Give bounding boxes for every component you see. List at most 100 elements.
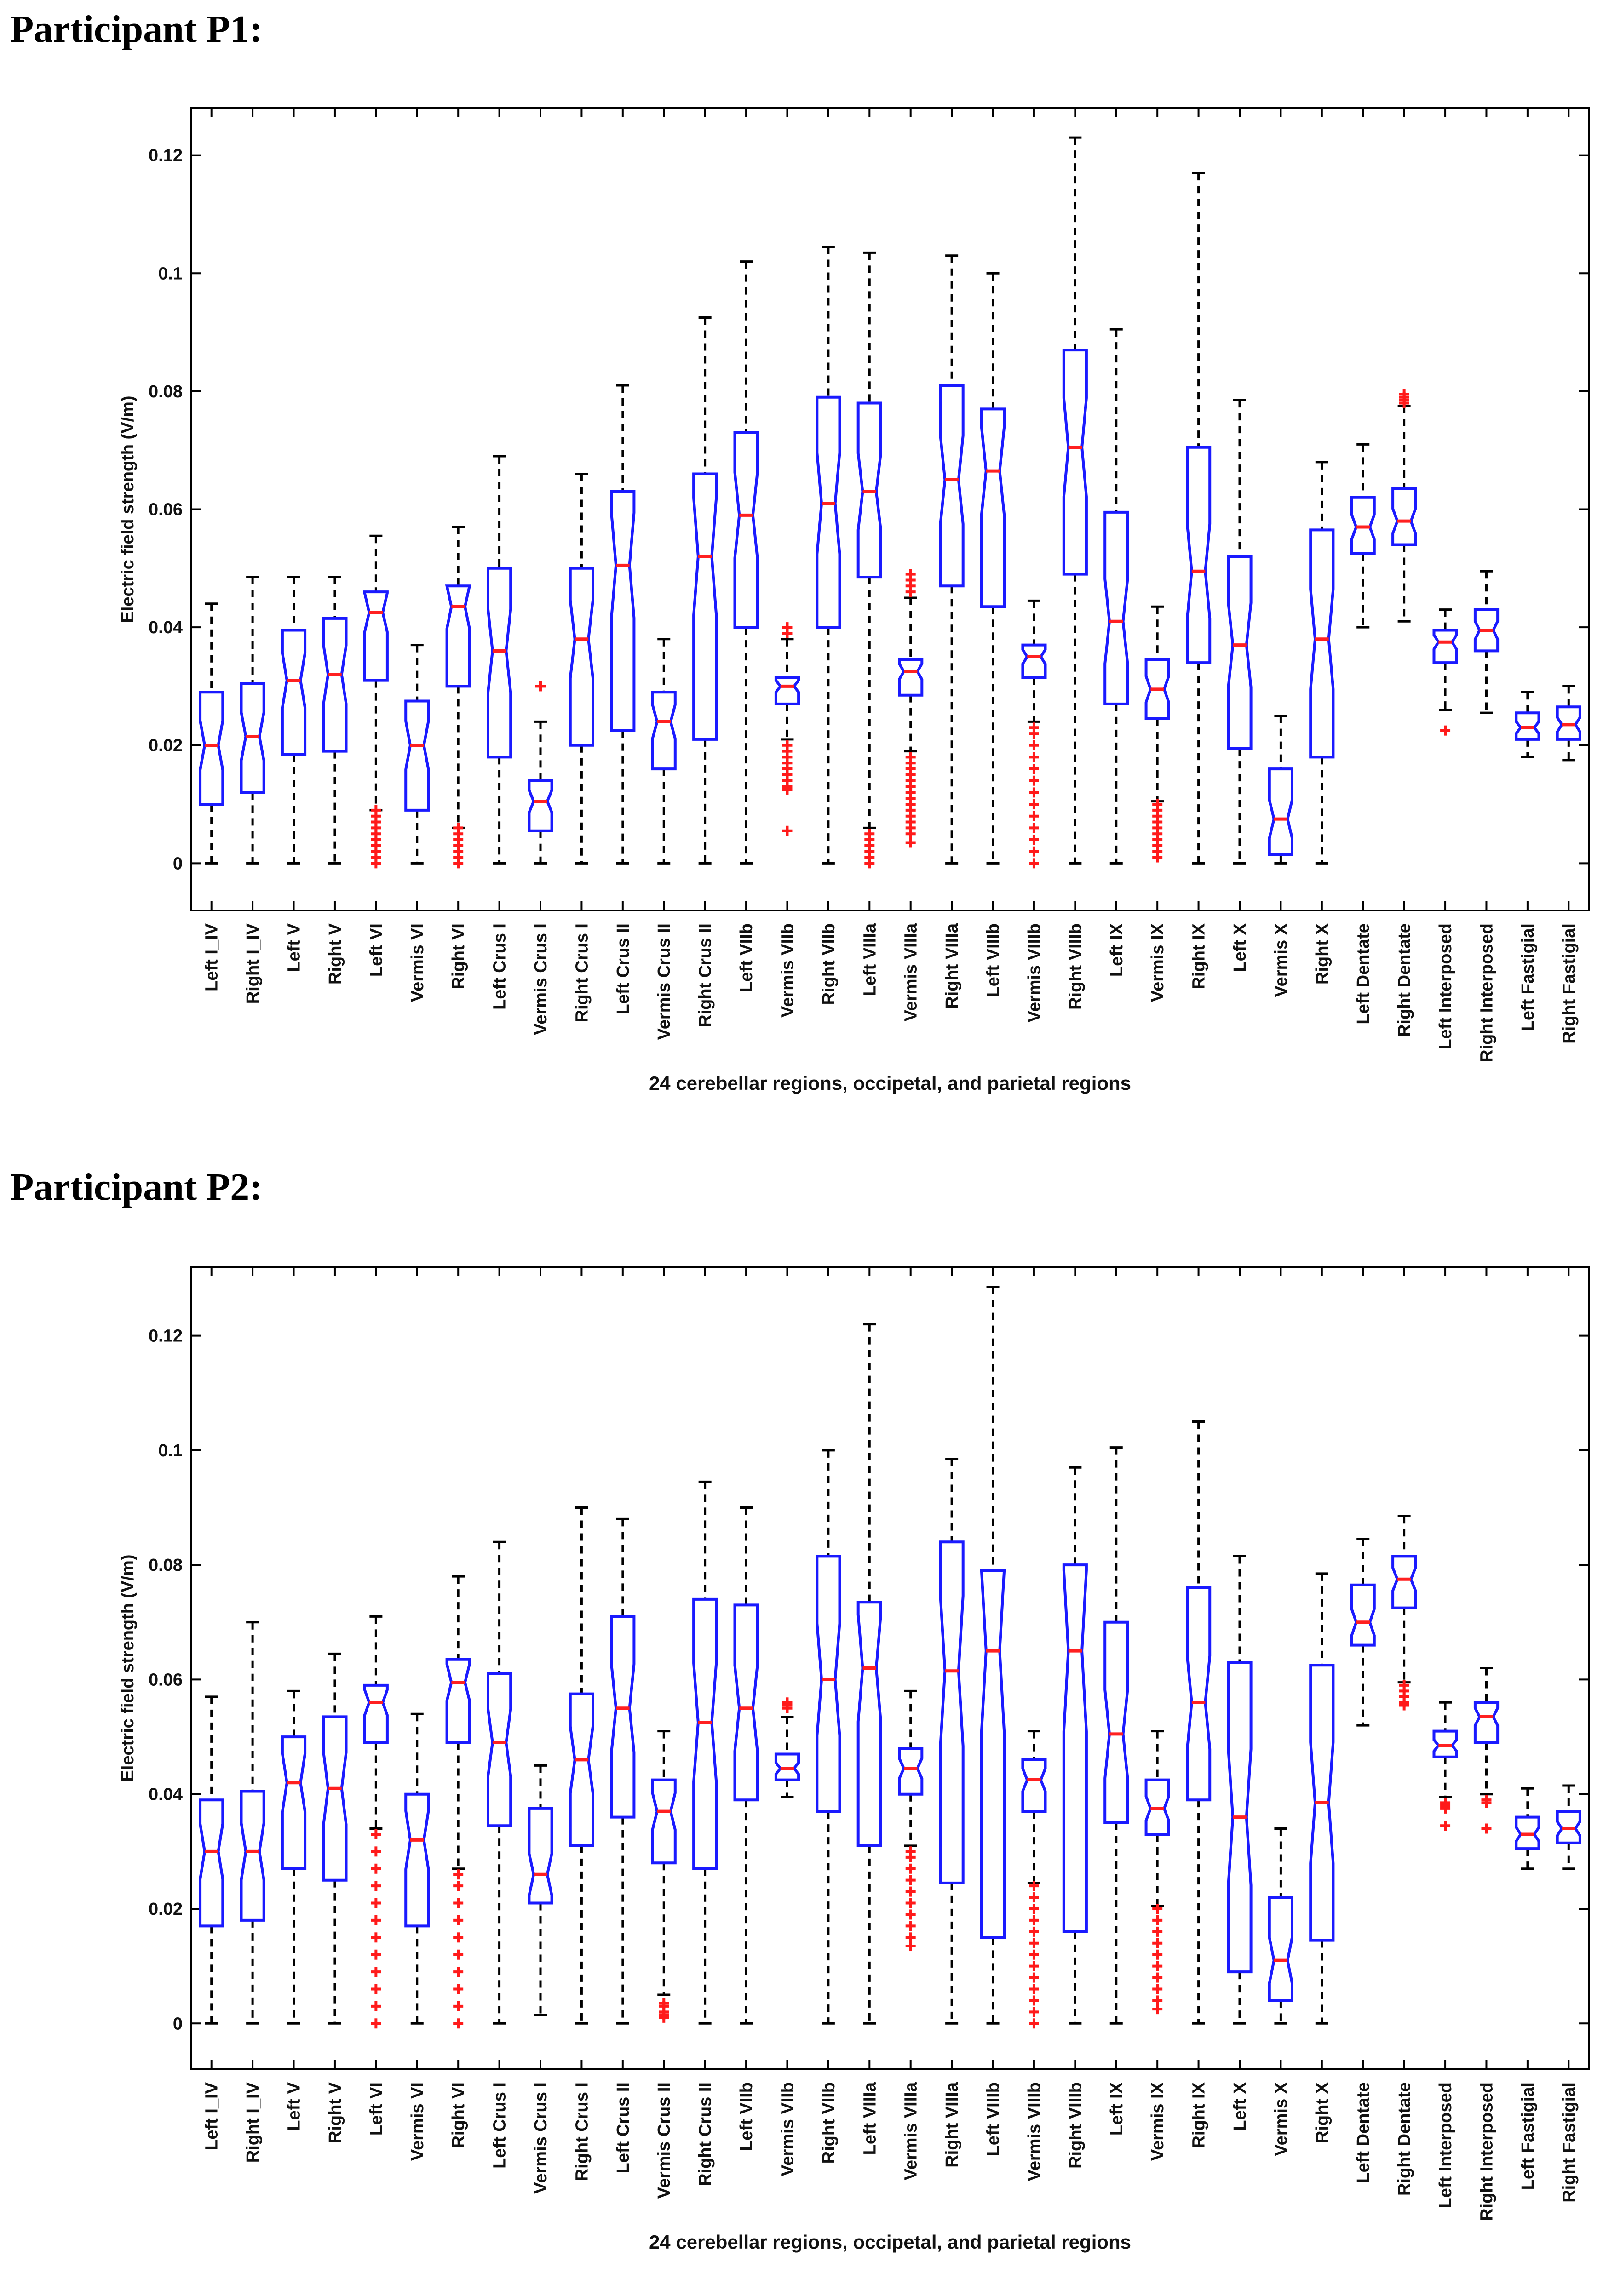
- x-tick-label: Vermis X: [1271, 923, 1291, 997]
- x-tick-label: Right VIIb: [819, 2082, 839, 2164]
- box-body: [281, 1735, 307, 1870]
- outlier-marker: [1029, 1984, 1039, 1994]
- box-vermis-vi: [404, 1267, 430, 2069]
- outlier-marker: [1152, 799, 1163, 810]
- outlier-marker: [1029, 1938, 1039, 1948]
- box-body: [281, 629, 307, 756]
- x-tick-label: Vermis Crus I: [531, 2082, 551, 2194]
- box-body: [692, 1597, 718, 1870]
- box-body: [569, 567, 594, 747]
- x-tick-label: Right VI: [449, 923, 468, 990]
- x-tick-label: Left I_IV: [202, 2082, 222, 2150]
- x-tick-label: Right VIIIb: [1066, 923, 1085, 1010]
- box-right-interposed: [1473, 108, 1500, 910]
- box-vermis-x: [1268, 108, 1293, 910]
- x-tick-label: Vermis IX: [1148, 923, 1167, 1002]
- x-tick-label: Right VIIIa: [942, 2082, 962, 2168]
- box-body: [1227, 555, 1253, 750]
- outlier-marker: [371, 1984, 381, 1994]
- y-tick-label: 0.12: [149, 146, 183, 166]
- box-right-i-iv: [240, 108, 265, 910]
- x-tick-label: Vermis IX: [1148, 2082, 1167, 2161]
- outlier-marker: [453, 1984, 464, 1994]
- x-tick-label: Left X: [1230, 923, 1250, 972]
- outlier-marker: [1481, 1823, 1492, 1834]
- box-body: [1186, 1586, 1212, 1802]
- box-body: [199, 1798, 224, 1928]
- box-vermis-ix: [1144, 1267, 1170, 2069]
- box-body: [1432, 1729, 1458, 1758]
- x-tick-label: Left Fastigial: [1518, 923, 1538, 1031]
- y-tick-label: 0.02: [149, 1900, 183, 1919]
- outlier-marker: [1029, 846, 1039, 857]
- box-left-v: [281, 1267, 307, 2069]
- x-tick-label: Right IX: [1190, 923, 1209, 989]
- outlier-marker: [1029, 722, 1039, 733]
- outlier-marker: [1152, 1915, 1163, 1925]
- x-tick-label: Left Dentate: [1354, 923, 1373, 1025]
- x-tick-label: Right Crus I: [572, 2082, 592, 2181]
- box-body: [404, 699, 430, 812]
- box-vermis-viiia: [898, 1267, 924, 2069]
- box-body: [1103, 1620, 1129, 1824]
- box-body: [1350, 496, 1376, 555]
- box-body: [199, 691, 224, 806]
- outlier-marker: [782, 1697, 793, 1708]
- y-tick-label: 0.1: [158, 1441, 183, 1460]
- box-body: [1556, 705, 1581, 741]
- x-tick-label: Left I_IV: [202, 923, 222, 991]
- x-tick-label: Right Dentate: [1395, 923, 1414, 1037]
- x-tick-label: Left VIIIb: [984, 2082, 1003, 2156]
- outlier-marker: [371, 2018, 381, 2029]
- outlier-marker: [453, 2018, 464, 2029]
- x-tick-label: Left VI: [367, 923, 386, 977]
- outlier-marker: [371, 805, 381, 815]
- box-right-crus-ii: [692, 1267, 718, 2069]
- outlier-marker: [1029, 2018, 1039, 2029]
- outlier-marker: [905, 752, 916, 762]
- boxplot-chart-p1: Electric field strength (V/m) 24 cerebel…: [118, 107, 1590, 1094]
- x-tick-label: Right VIIIa: [942, 923, 962, 1009]
- box-body: [569, 1692, 594, 1847]
- outlier-marker: [1029, 1926, 1039, 1937]
- box-left-x: [1227, 1267, 1253, 2069]
- y-tick-label: 0: [173, 854, 183, 873]
- outlier-marker: [1029, 1995, 1039, 2006]
- x-tick-label: Right Crus II: [696, 2082, 715, 2186]
- box-body: [856, 1601, 882, 1847]
- outlier-marker: [371, 1863, 381, 1874]
- outlier-marker: [905, 837, 916, 848]
- box-right-crus-ii: [692, 108, 718, 910]
- box-body: [1144, 658, 1170, 720]
- x-tick-label: Left Crus II: [614, 2082, 633, 2173]
- outlier-marker: [1029, 2007, 1039, 2017]
- outlier-marker: [1029, 811, 1039, 821]
- box-right-viiib: [1062, 108, 1088, 910]
- box-body: [1062, 349, 1088, 576]
- outlier-marker: [905, 1909, 916, 1920]
- box-body: [1515, 711, 1540, 741]
- box-body: [651, 1778, 677, 1865]
- outlier-marker: [1029, 835, 1039, 845]
- box-body: [1473, 608, 1500, 653]
- box-body: [528, 779, 553, 832]
- box-body: [939, 384, 965, 588]
- outlier-marker: [1029, 740, 1039, 750]
- outlier-marker: [1481, 1795, 1492, 1805]
- outlier-marker: [1152, 1904, 1163, 1914]
- box-body: [363, 590, 389, 682]
- box-right-dentate: [1391, 108, 1417, 910]
- box-left-viiib: [980, 108, 1006, 910]
- outlier-marker: [782, 825, 793, 836]
- outlier-marker: [453, 1898, 464, 1908]
- x-tick-label: Vermis VIIIb: [1025, 2082, 1044, 2181]
- box-body: [651, 691, 677, 771]
- x-tick-label: Left IX: [1107, 923, 1126, 977]
- svg-text:Electric field strength (V/m): Electric field strength (V/m): [118, 395, 138, 623]
- outlier-marker: [371, 1915, 381, 1925]
- x-tick-label: Left Crus I: [490, 923, 510, 1010]
- box-left-fastigial: [1515, 108, 1540, 910]
- x-tick-label: Vermis Crus I: [531, 923, 551, 1035]
- box-vermis-crus-i: [528, 108, 553, 910]
- outlier-marker: [371, 1967, 381, 1977]
